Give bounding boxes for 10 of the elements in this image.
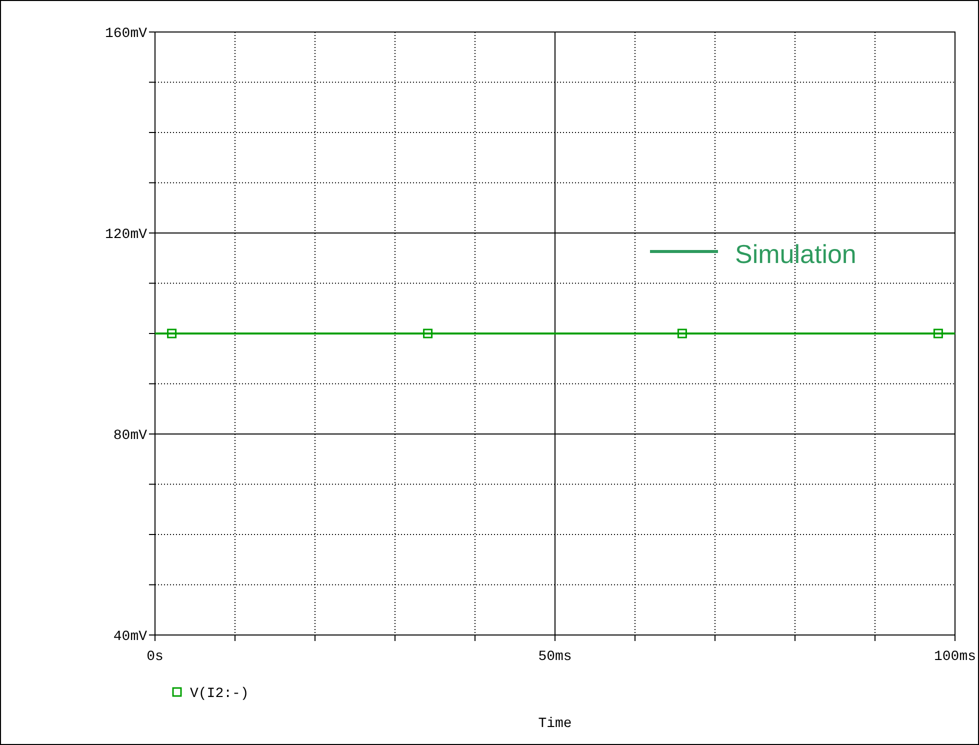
x-tick-label: 100ms xyxy=(934,649,976,665)
y-tick-label: 40mV xyxy=(113,629,148,645)
x-tick-label: 50ms xyxy=(538,649,572,665)
y-tick-label: 160mV xyxy=(104,26,148,42)
y-tick-label: 80mV xyxy=(113,428,148,444)
y-tick-label: 120mV xyxy=(104,227,148,243)
x-axis-title: Time xyxy=(538,716,572,732)
x-tick-label: 0s xyxy=(146,649,164,665)
annotation: Simulation xyxy=(735,239,856,269)
legend-label: V(I2:-) xyxy=(190,686,249,702)
